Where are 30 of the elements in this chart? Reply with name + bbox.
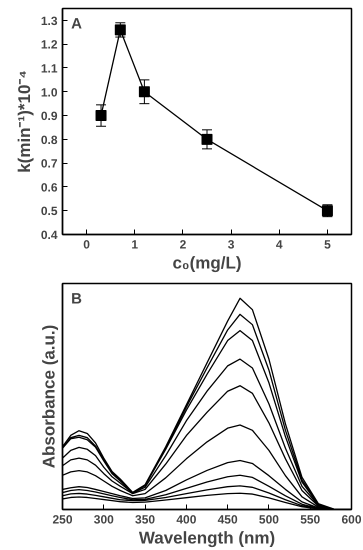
y-tick-label: 1.3 [40, 14, 58, 28]
y-tick-label: 0.6 [40, 180, 58, 194]
x-axis-title: Wavelength (nm) [138, 528, 276, 548]
x-tick-label: 500 [258, 512, 280, 526]
y-tick-label: 0.5 [40, 204, 58, 218]
y-tick-label: 0.4 [40, 228, 58, 242]
x-tick-label: 5 [324, 238, 332, 252]
y-axis-title: k(min⁻¹)*10⁻⁴ [14, 70, 34, 173]
annotation: B [71, 290, 82, 308]
y-tick-label: 0.8 [40, 132, 58, 147]
x-tick-label: 250 [52, 512, 73, 526]
x-axis-title: c₀(mg/L) [172, 254, 242, 272]
y-tick-label: 0.9 [40, 109, 58, 124]
y-tick-label: 1.2 [40, 38, 58, 52]
x-tick-label: 1 [131, 238, 138, 252]
x-tick-label: 0 [83, 238, 90, 252]
x-tick-label: 2 [180, 238, 187, 252]
x-tick-label: 600 [341, 512, 362, 526]
x-tick-label: 400 [176, 512, 197, 526]
y-tick-label: 1.1 [40, 61, 58, 76]
y-tick-label: 0.7 [40, 156, 58, 171]
y-axis-title: Absorbance (a.u.) [40, 324, 58, 468]
x-tick-label: 3 [228, 238, 235, 252]
x-tick-label: 300 [94, 512, 114, 526]
annotation: A [71, 15, 82, 32]
x-tick-label: 450 [218, 512, 238, 526]
x-tick-label: 350 [135, 512, 156, 526]
y-tick-label: 1.0 [40, 85, 58, 100]
x-tick-label: 550 [300, 512, 321, 526]
x-tick-label: 4 [276, 238, 283, 252]
